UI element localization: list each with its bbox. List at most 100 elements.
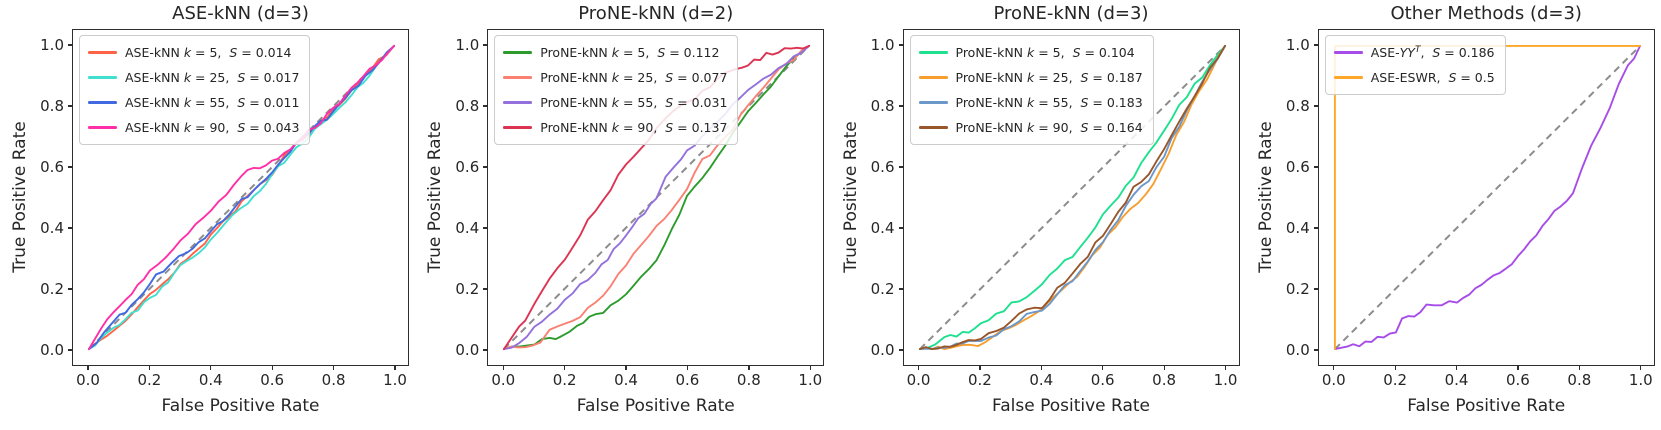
legend-row: ASE-kNN k = 25, S = 0.017 [88,65,299,90]
x-tick [271,366,273,370]
legend-line-swatch [503,101,533,104]
legend-row: ASE-kNN k = 90, S = 0.043 [88,115,299,140]
x-tick-label: 0.0 [491,371,516,389]
y-tick [68,227,72,229]
curves-canvas [87,44,396,351]
x-tick [210,366,212,370]
plot-area: ASE-YYT, S = 0.186 ASE-ESWR, S = 0.5 [1317,29,1655,366]
x-axis-label: False Positive Rate [161,396,320,416]
legend-row: ProNE-kNN k = 5, S = 0.112 [503,40,727,65]
x-tick-label: 0.4 [614,371,638,389]
plot-panel: Other Methods (d=3) True Positive Rate ASE… [1246,0,1661,430]
y-tick-label: 0.8 [455,97,480,115]
legend-line-swatch [918,126,948,129]
y-tick-label: 0.6 [1285,158,1310,176]
plot-panel: ASE-kNN (d=3) True Positive Rate ASE-kNN k… [0,0,415,430]
legend-label: ProNE-kNN k = 90, S = 0.164 [955,120,1143,135]
legend-label: ProNE-kNN k = 55, S = 0.183 [955,95,1143,110]
x-tick [917,366,920,370]
y-tick-label: 0.0 [455,341,480,359]
x-tick-label: 0.6 [260,371,285,389]
x-axis-label: False Positive Rate [992,396,1150,416]
x-tick [148,366,151,370]
x-axis-label: False Positive Rate [576,396,735,416]
y-tick-label: 0.4 [40,219,64,237]
plot-area: ASE-kNN k = 5, S = 0.014 ASE-kNN k = 25, … [72,29,409,366]
x-tick-label: 1.0 [383,371,407,389]
x-tick [1224,366,1227,370]
diagonal-reference-line [88,45,395,350]
y-tick [483,105,488,107]
legend-label: ProNE-kNN k = 25, S = 0.187 [955,70,1143,85]
legend-line-swatch [88,51,117,54]
roc-curve-1 [503,44,811,351]
legend-row: ProNE-kNN k = 55, S = 0.183 [918,90,1143,115]
y-tick-label: 0.4 [870,219,895,237]
y-axis-label: True Positive Rate [840,121,861,273]
x-tick-label: 0.0 [76,371,100,389]
plot-area: ProNE-kNN k = 5, S = 0.104 ProNE-kNN k = … [902,29,1240,366]
x-tick [1455,366,1458,370]
legend-label: ASE-kNN k = 25, S = 0.017 [125,70,300,85]
legend-label: ASE-kNN k = 90, S = 0.043 [125,120,300,135]
y-tick-label: 0.4 [1285,219,1310,237]
y-tick [483,288,488,290]
x-tick-label: 0.4 [198,371,223,389]
x-tick [1102,366,1104,370]
y-tick [68,105,72,107]
legend-line-swatch [503,51,533,54]
legend-label: ProNE-kNN k = 25, S = 0.077 [540,70,728,85]
x-tick-label: 1.0 [798,371,823,389]
x-tick-label: 0.0 [906,371,931,389]
y-tick-label: 1.0 [870,36,895,54]
y-tick [1313,105,1318,107]
legend-line-swatch [88,76,117,79]
y-axis-label: True Positive Rate [1255,121,1276,273]
legend-label: ProNE-kNN k = 90, S = 0.137 [540,120,728,135]
y-tick-label: 0.8 [870,97,895,115]
legend-row: ASE-kNN k = 55, S = 0.011 [88,90,299,115]
y-tick [483,166,488,168]
y-tick-label: 0.6 [870,158,895,176]
x-tick [809,366,811,370]
legend-row: ASE-kNN k = 5, S = 0.014 [88,40,299,65]
y-tick [1313,349,1318,351]
legend-line-swatch [88,126,117,129]
y-tick [483,349,488,351]
roc-curve-0 [918,44,1226,351]
curves-canvas [503,44,811,351]
x-tick-label: 0.2 [1383,371,1408,389]
plot-panel: ProNE-kNN (d=3) True Positive Rate ProNE-k… [831,0,1246,430]
legend-line-swatch [1333,76,1363,79]
legend: ASE-YYT, S = 0.186 ASE-ESWR, S = 0.5 [1324,35,1506,95]
plot-title: ASE-kNN (d=3) [172,3,309,24]
y-tick [898,349,903,351]
y-tick [1313,288,1318,290]
y-tick [483,44,488,46]
legend-label: ProNE-kNN k = 5, S = 0.104 [955,45,1135,60]
y-tick-label: 0.8 [40,97,64,115]
y-tick-label: 0.8 [1285,97,1310,115]
legend-row: ProNE-kNN k = 25, S = 0.077 [503,65,727,90]
x-tick [748,366,750,370]
y-tick [68,44,72,46]
x-tick [1517,366,1519,370]
x-tick [625,366,627,370]
legend-line-swatch [918,51,948,54]
legend-line-swatch [503,76,533,79]
legend-line-swatch [1333,51,1363,54]
legend-row: ASE-YYT, S = 0.186 [1333,40,1495,65]
curves-canvas [918,44,1226,351]
x-tick-label: 0.8 [1567,371,1592,389]
x-tick [502,366,504,370]
x-tick-label: 0.2 [552,371,577,389]
x-tick-label: 0.8 [1152,371,1177,389]
x-tick-label: 0.8 [736,371,761,389]
x-tick [87,366,89,370]
plot-title: ProNE-kNN (d=2) [578,3,734,24]
x-tick [1163,366,1165,370]
legend: ASE-kNN k = 5, S = 0.014 ASE-kNN k = 25, … [79,35,311,145]
legend-label: ASE-kNN k = 55, S = 0.011 [125,95,300,110]
y-tick-label: 0.2 [870,280,895,298]
